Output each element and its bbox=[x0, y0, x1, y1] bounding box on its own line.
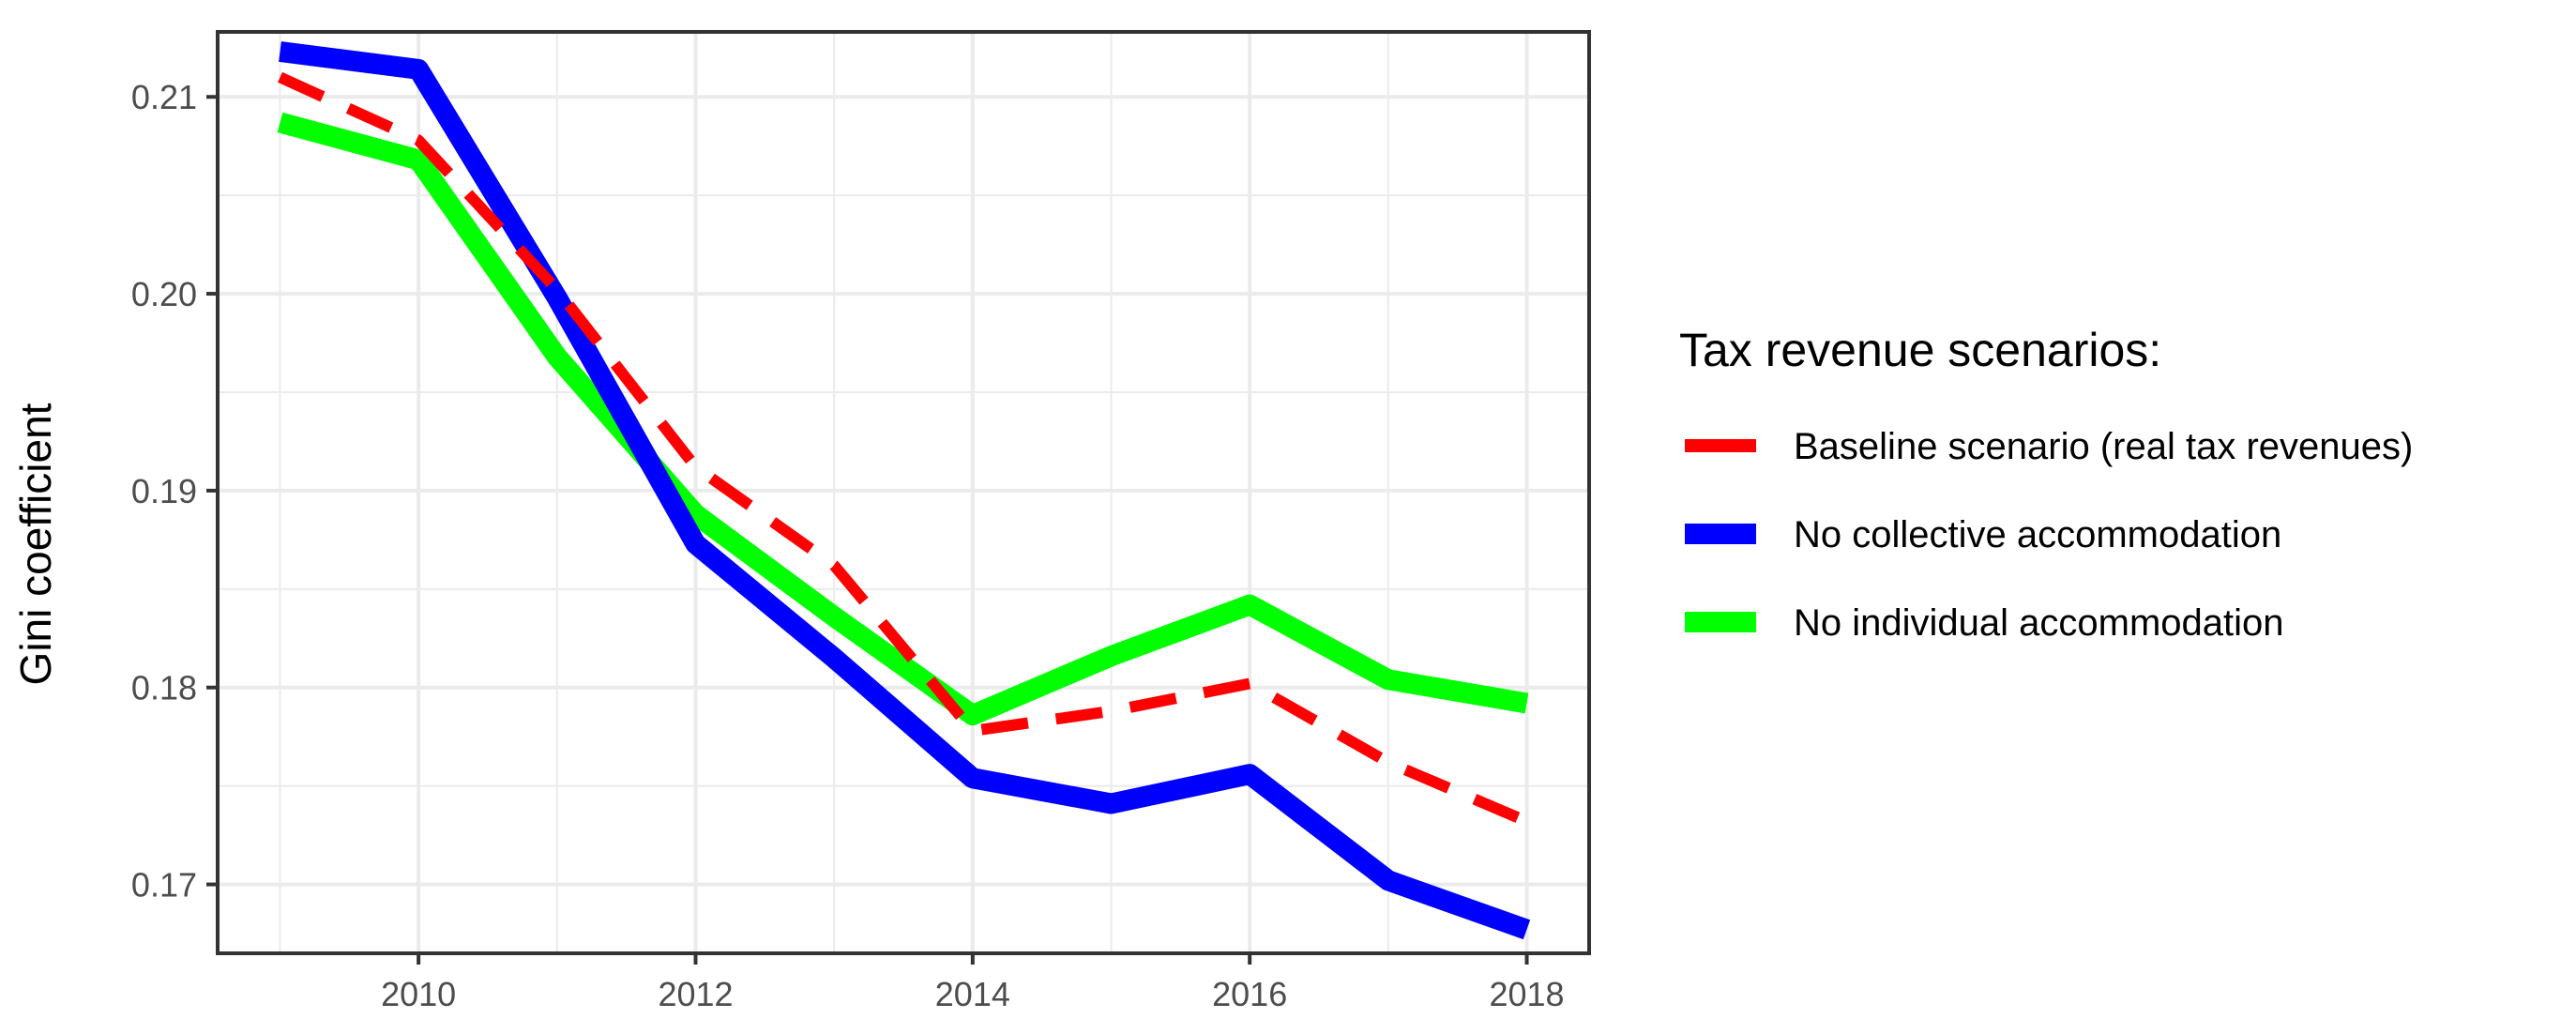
y-tick-label: 0.21 bbox=[131, 78, 197, 116]
y-tick-label: 0.17 bbox=[131, 866, 197, 905]
x-tick-label: 2012 bbox=[658, 975, 733, 1013]
x-tick-label: 2018 bbox=[1489, 975, 1564, 1013]
panel-border bbox=[216, 30, 1591, 955]
legend-items: Baseline scenario (real tax revenues) No … bbox=[1685, 426, 2413, 644]
x-axis-tick-labels: 2010 2012 2014 2016 2018 bbox=[381, 975, 1565, 1013]
legend-label-1: Baseline scenario (real tax revenues) bbox=[1794, 426, 2413, 467]
y-tick-label: 0.19 bbox=[131, 472, 197, 510]
legend-title: Tax revenue scenarios: bbox=[1679, 324, 2161, 376]
x-tick-label: 2010 bbox=[381, 975, 456, 1013]
series-line-2 bbox=[279, 41, 1531, 940]
y-tick-label: 0.20 bbox=[131, 275, 197, 313]
y-axis-title: Gini coefficient bbox=[11, 403, 60, 685]
series-line-3 bbox=[277, 112, 1529, 726]
series-lines bbox=[277, 41, 1531, 940]
legend-label-2: No collective accommodation bbox=[1794, 514, 2281, 555]
x-tick-label: 2014 bbox=[935, 975, 1010, 1013]
y-tick-label: 0.18 bbox=[131, 669, 197, 707]
legend-label-3: No individual accommodation bbox=[1794, 602, 2284, 644]
x-tick-label: 2016 bbox=[1212, 975, 1287, 1013]
series-line-1 bbox=[278, 71, 1529, 827]
axis-ticks bbox=[206, 95, 1529, 965]
legend: Tax revenue scenarios: Baseline scenario… bbox=[1679, 324, 2413, 644]
y-axis-tick-labels: 0.17 0.18 0.19 0.20 0.21 bbox=[131, 78, 197, 904]
